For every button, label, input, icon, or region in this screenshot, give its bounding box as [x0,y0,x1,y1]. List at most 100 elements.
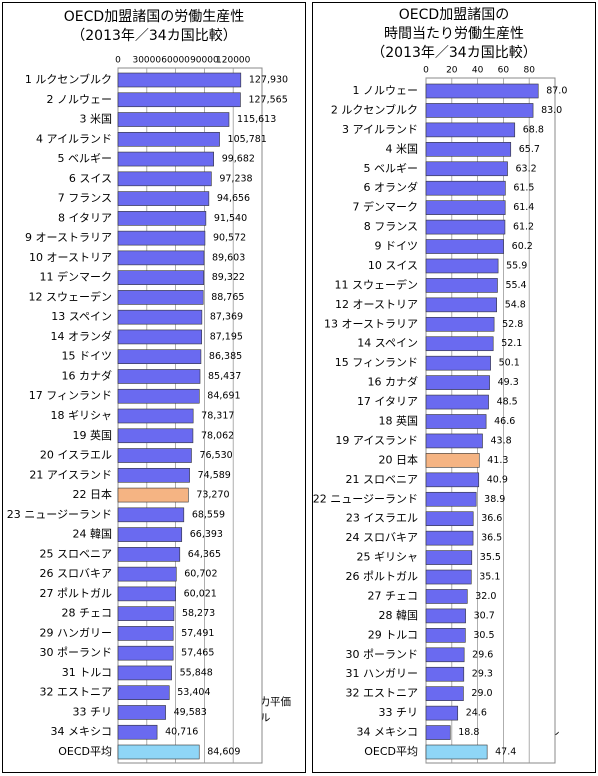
bar [117,349,202,365]
bar [117,547,181,562]
y-tick-label: 24 韓国 [73,528,113,541]
y-tick-label: 4 アイルランド [36,132,112,145]
y-tick-label: 3 アイルランド [342,123,418,136]
bar [117,131,220,147]
y-tick-label: 26 ポルトガル [346,570,419,583]
value-label: 83.0 [541,105,562,116]
bar [425,219,506,235]
bar [117,448,192,463]
y-tick-label: 3 米国 [80,113,113,126]
bar [117,72,242,88]
bar [425,608,466,624]
bar [425,705,459,721]
y-tick-label: 11 スウェーデン [335,277,419,291]
y-tick-label: 18 英国 [379,414,419,428]
bar [425,258,499,274]
value-label: 76,530 [199,450,232,461]
value-label: 52.1 [501,338,522,349]
bar [425,375,490,390]
y-tick-label: 30 ポーランド [40,646,113,659]
value-label: 55,848 [180,667,213,678]
value-label: 65.7 [519,144,540,155]
value-label: 127,565 [248,94,287,105]
y-tick-label: 34 メキシコ [357,726,419,739]
bar [117,151,214,167]
value-label: 40,716 [165,727,198,738]
bar [425,433,483,449]
chart-title: OECD加盟諸国の労働生産性 [64,9,244,25]
value-label: 29.3 [472,669,493,680]
value-label: 43.8 [491,435,512,446]
bar [117,388,200,404]
value-label: 78,062 [201,430,234,441]
bar [117,211,207,226]
y-tick-label: 28 韓国 [379,609,419,622]
y-tick-label: 11 デンマーク [40,270,113,284]
value-label: 87,195 [210,331,243,342]
y-tick-label: 12 オーストリア [335,298,418,311]
y-tick-label: 7 フランス [58,192,112,205]
x-tick-label: 30000 [132,56,161,66]
bar [117,428,194,444]
y-tick-label: 27 チェコ [368,589,419,602]
bar [117,408,194,424]
x-tick-label: 90000 [190,56,219,66]
y-tick-label: 9 ドイツ [375,240,419,253]
value-label: 87,369 [210,312,243,323]
value-label: 88,765 [211,292,244,303]
bar [117,467,190,483]
value-label: 30.5 [473,630,494,641]
y-tick-label: 30 ポーランド [346,648,419,661]
value-label: 61.2 [513,222,534,233]
y-tick-label: 31 ハンガリー [346,667,419,680]
bar [117,645,174,661]
y-tick-label: 33 チリ [379,706,419,719]
y-tick-label: 19 英国 [73,428,113,442]
bar [425,414,487,429]
value-label: 54.8 [505,299,526,310]
y-tick-label: 15 フィンランド [335,356,418,369]
bar [425,589,468,604]
y-tick-label: 20 イスラエル [40,449,112,462]
y-tick-label: 31 トルコ [62,666,112,679]
bar [425,83,539,99]
y-tick-label: 6 オランダ [364,180,419,194]
bar [425,550,473,565]
y-tick-label: 21 スロベニア [346,473,419,486]
bar [117,685,170,701]
y-tick-label: 10 オーストリア [29,251,112,264]
y-tick-label: 21 アイスランド [29,468,112,481]
x-tick-label: 60000 [161,56,190,66]
value-label: 46.6 [494,416,515,427]
y-tick-label: 27 ポルトガル [40,587,113,600]
value-label: 52.8 [502,319,523,330]
bar [117,705,166,720]
value-label: 68.8 [523,124,544,135]
y-tick-label: 2 ルクセンブルク [331,102,418,116]
y-tick-label: 4 米国 [386,142,419,155]
value-label: 40.9 [487,474,508,485]
bar [117,270,205,285]
y-tick-label: 10 スイス [368,259,418,272]
value-label: 60,021 [184,588,217,599]
bar [117,309,203,325]
y-tick-label: OECD平均 [58,745,112,758]
bar [425,278,498,293]
x-tick-label: 80 [523,66,535,76]
bar [117,329,203,345]
y-tick-label: 15 ドイツ [62,350,113,363]
y-tick-label: 25 スロベニア [40,547,113,560]
value-label: 97,238 [219,173,252,184]
y-tick-label: 5 ベルギー [364,162,419,175]
value-label: 38.9 [484,494,505,505]
value-label: 57,465 [181,648,214,659]
y-tick-label: 13 スペイン [51,310,112,323]
value-label: 55.9 [506,260,527,271]
bar [425,103,534,118]
value-label: 78,317 [201,411,234,422]
bar [425,200,506,215]
bar [425,122,516,138]
value-label: 32.0 [475,591,496,602]
bar [117,250,205,266]
